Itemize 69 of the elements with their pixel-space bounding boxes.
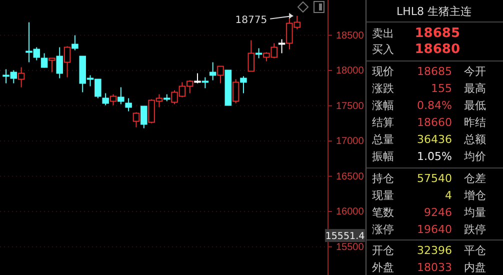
text: 仓差 xyxy=(464,172,486,185)
candlestick xyxy=(232,78,240,104)
text: 最低 xyxy=(464,99,486,112)
y-tick-label: 16500 xyxy=(336,171,364,182)
text: 19640 xyxy=(417,223,452,236)
text: 现价 xyxy=(372,65,394,78)
text: LHL8 生猪主连 xyxy=(396,5,472,18)
candlestick xyxy=(217,66,224,84)
text: 笔数 xyxy=(372,206,394,219)
candlestick xyxy=(118,86,124,105)
text: 卖出 xyxy=(372,27,394,40)
text: 增仓 xyxy=(463,189,486,202)
candlestick xyxy=(110,94,117,106)
candlestick xyxy=(248,40,255,72)
annotation: 18775 xyxy=(235,14,268,26)
text: 均价 xyxy=(463,150,486,163)
text: 持仓 xyxy=(372,172,394,185)
candlestick xyxy=(132,112,140,128)
text: 振幅 xyxy=(372,150,394,163)
text: 平仓 xyxy=(464,244,486,257)
candlestick xyxy=(48,58,56,73)
text: 18660 xyxy=(417,116,452,129)
text: 内盘 xyxy=(464,261,486,274)
text: 外盘 xyxy=(372,261,394,274)
y-tick-label: 15500 xyxy=(336,242,364,253)
text: 结算 xyxy=(372,116,394,129)
text: 最高 xyxy=(464,82,486,95)
text: 均量 xyxy=(463,206,486,219)
text: 总量 xyxy=(371,133,394,146)
candlestick xyxy=(194,72,201,84)
text: 昨结 xyxy=(464,116,486,129)
text: 0.84% xyxy=(417,99,452,112)
text: 18685 xyxy=(417,65,452,78)
candlestick xyxy=(125,98,132,112)
text: 涨跌 xyxy=(372,82,394,95)
text: 涨停 xyxy=(372,223,394,236)
candlestick xyxy=(18,66,25,88)
candlestick xyxy=(56,46,63,79)
text: 57540 xyxy=(417,172,452,185)
y-tick-label: 16000 xyxy=(336,206,364,218)
text: 总额 xyxy=(463,133,486,146)
text: 涨幅 xyxy=(372,99,394,112)
text: 跌停 xyxy=(464,223,486,236)
text: 4 xyxy=(445,189,452,202)
candlestick xyxy=(278,38,286,54)
candlestick xyxy=(140,106,148,129)
candlestick xyxy=(202,76,209,89)
text: 36436 xyxy=(417,133,452,146)
candlestick xyxy=(102,92,109,106)
text: 155 xyxy=(431,82,452,95)
candlestick xyxy=(255,48,262,59)
y-tick-label: 18500 xyxy=(336,30,364,42)
candlestick xyxy=(64,46,71,78)
text: 18680 xyxy=(414,42,460,57)
y-tick-label: 18000 xyxy=(336,66,364,77)
candlestick xyxy=(72,34,78,51)
candlestick xyxy=(240,76,247,94)
text: 15551.4 xyxy=(325,231,365,242)
text: 开仓 xyxy=(372,244,394,257)
y-tick-label: 17500 xyxy=(336,100,364,112)
text: 1.05% xyxy=(417,150,452,163)
text: 18685 xyxy=(414,26,460,41)
text: 32396 xyxy=(417,244,452,257)
text: 现量 xyxy=(372,189,394,202)
text: 18033 xyxy=(417,261,452,274)
text: 买入 xyxy=(372,43,394,56)
y-tick-label: 17000 xyxy=(336,136,364,148)
text: 9246 xyxy=(424,206,452,219)
text: 今开 xyxy=(464,65,486,78)
